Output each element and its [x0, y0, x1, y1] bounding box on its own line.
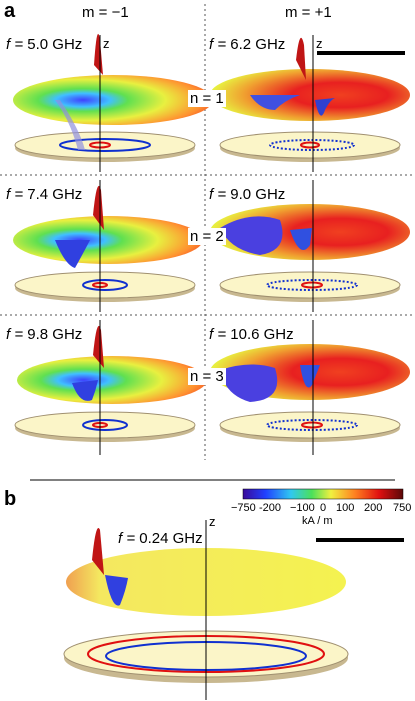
n-label-2: n = 2 [188, 228, 226, 245]
z-axis-label-b: z [209, 514, 216, 529]
scale-bar-a [317, 51, 405, 55]
mode-plot-r2-left [13, 180, 203, 312]
mode-surface [13, 216, 203, 264]
blue-orbit [269, 139, 355, 151]
base-disk [14, 131, 196, 159]
red-orbit [300, 141, 320, 149]
panel-letter-a: a [4, 0, 16, 22]
freq-label-r3-right: f = 10.6 GHz [207, 326, 296, 343]
z-axis-label: z [316, 36, 323, 51]
base-disk [14, 411, 196, 439]
dip-right [290, 228, 312, 250]
dip-left [250, 95, 300, 110]
colorbar-tick: -200 [259, 502, 282, 514]
base-disk [219, 411, 401, 439]
blue-orbit [266, 419, 358, 431]
red-orbit [301, 421, 323, 429]
mode-surface [17, 356, 207, 404]
mode-plot-r3-left [14, 320, 207, 455]
colorbar-tick: 100 [336, 502, 355, 514]
base-disk [219, 271, 401, 299]
colorbar-unit: kA / m [302, 515, 333, 527]
base-disk [14, 271, 196, 299]
dip-right [300, 365, 320, 388]
mode-plot-r1-right [210, 35, 410, 172]
core-dip [105, 575, 128, 606]
blue-orbit [59, 138, 151, 152]
mode-plot-r2-right [210, 180, 410, 312]
dip-left [220, 216, 283, 255]
scale-bar-b [316, 538, 404, 542]
mode-plot-r1-left [13, 33, 213, 172]
freq-label-b: f = 0.24 GHz [116, 530, 205, 547]
core-peak [93, 185, 104, 230]
colorbar-tick: 200 [364, 502, 383, 514]
freq-label-r1-left: f = 5.0 GHz [4, 36, 85, 53]
mode-surface [210, 69, 410, 121]
dip-left [220, 364, 278, 402]
core-peak [93, 325, 104, 368]
colorbar [242, 488, 404, 500]
n-label-3: n = 3 [188, 368, 226, 385]
core-dip [55, 240, 90, 268]
red-orbit [301, 281, 323, 289]
core-dip [55, 100, 85, 150]
mode-plot-b [63, 520, 349, 700]
n-label-1: n = 1 [188, 90, 226, 107]
core-peak [296, 37, 306, 80]
blue-orbit [82, 419, 128, 431]
freq-label-r2-right: f = 9.0 GHz [207, 186, 288, 203]
blue-orbit [266, 279, 358, 291]
colorbar-tick: 750 [393, 502, 412, 514]
blue-orbit [82, 279, 128, 291]
mode-surface [13, 75, 213, 125]
core-dip [72, 380, 98, 401]
colorbar-tick: 0 [320, 502, 327, 514]
colorbar-tick: −100 [290, 502, 315, 514]
column-header-right: m = +1 [285, 4, 332, 21]
base-disk [219, 131, 401, 159]
z-axis-label: z [103, 36, 110, 51]
core-peak [92, 528, 104, 575]
column-header-left: m = −1 [82, 4, 129, 21]
mode-plot-r3-right [210, 320, 410, 455]
core-peak [94, 33, 103, 75]
freq-label-r2-left: f = 7.4 GHz [4, 186, 85, 203]
freq-label-r3-left: f = 9.8 GHz [4, 326, 85, 343]
freq-label-r1-right: f = 6.2 GHz [207, 36, 288, 53]
colorbar-tick: −750 [231, 502, 256, 514]
panel-letter-b: b [4, 488, 17, 510]
dip-right [315, 98, 335, 116]
